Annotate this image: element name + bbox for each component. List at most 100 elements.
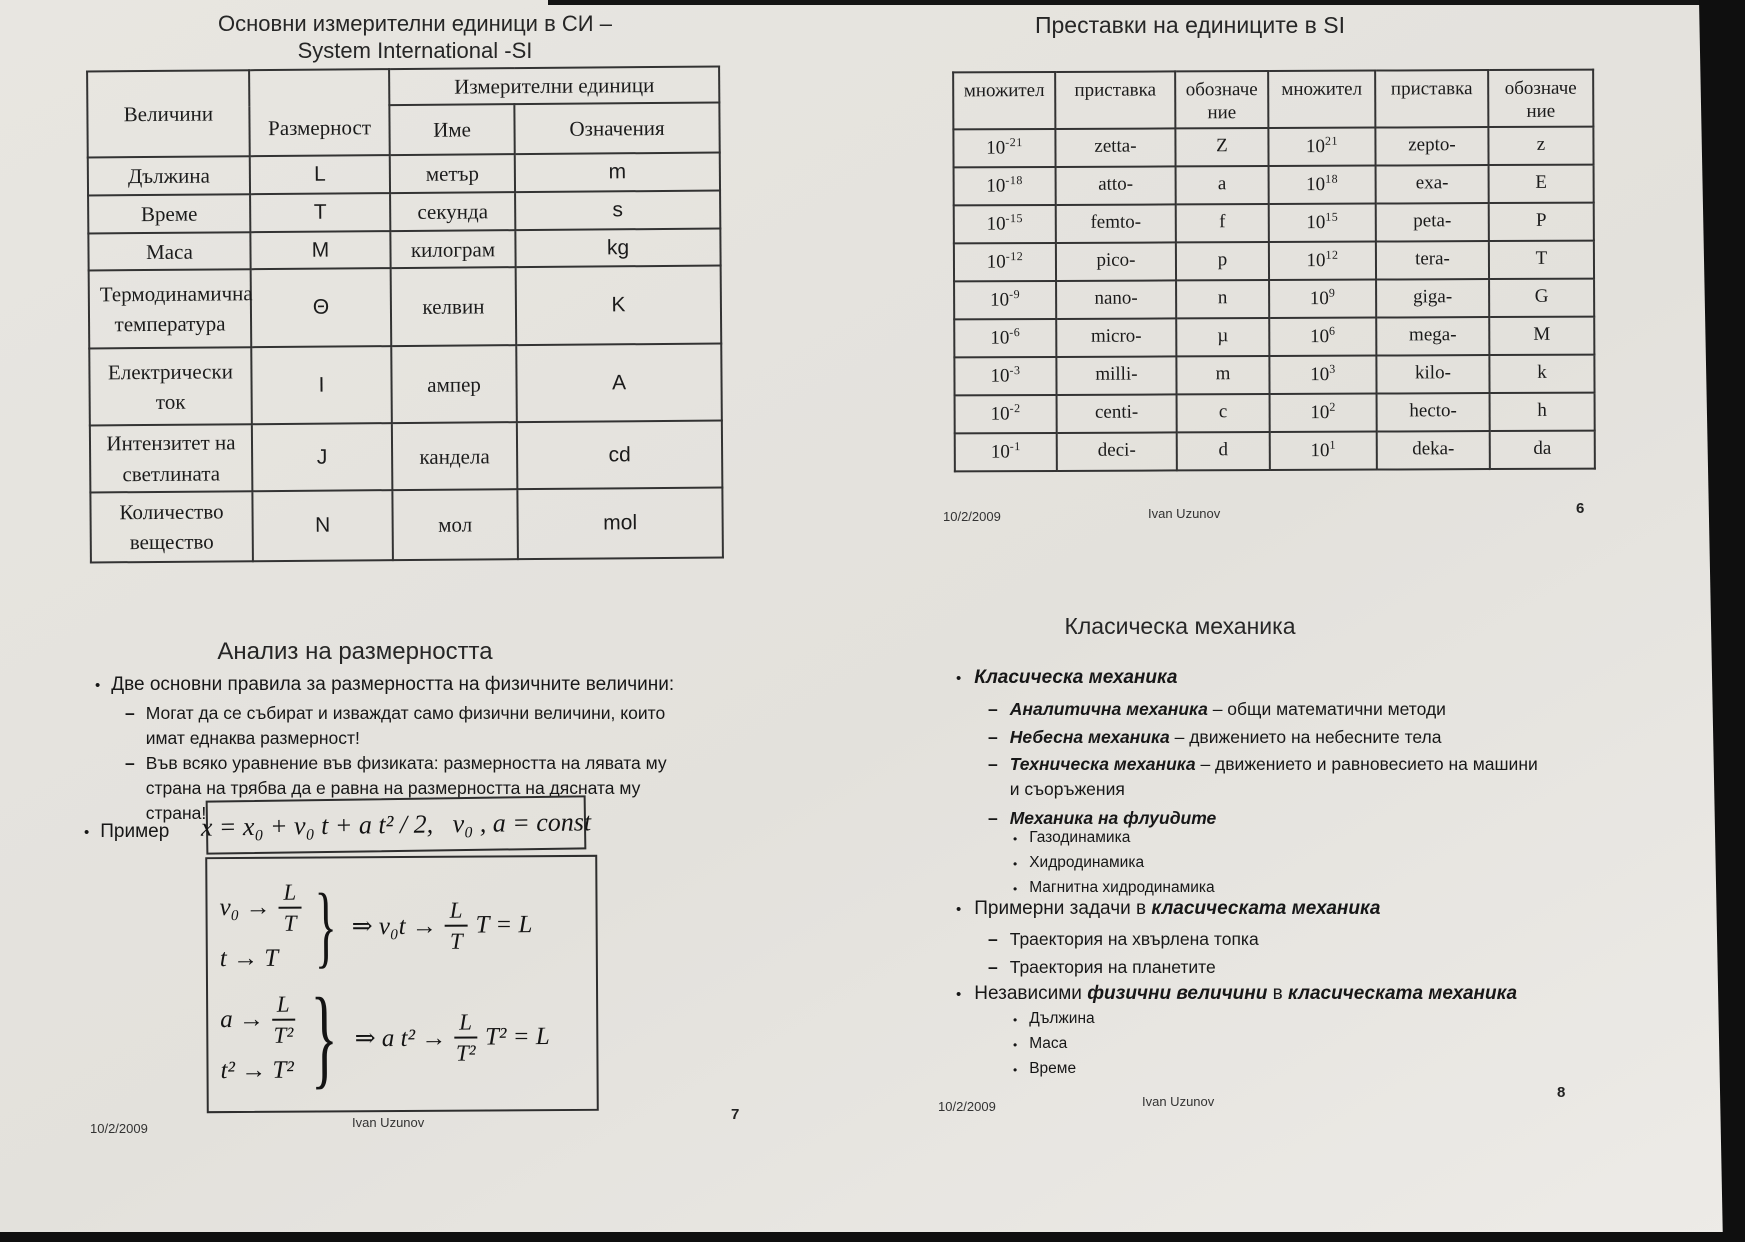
prefix-cell: milli- (1056, 356, 1177, 395)
symbol-cell: d (1176, 431, 1270, 471)
prefix-cell: deci- (1056, 432, 1177, 471)
slide-dimensional-analysis-title: Анализ на размерността (217, 638, 493, 665)
prefix-cell: hecto- (1376, 392, 1490, 432)
bullet-icon: • (1013, 1038, 1018, 1052)
formula-text: t² → T² (220, 1056, 294, 1084)
formula-text: v₀ → (219, 893, 271, 921)
table-row: 10-1 deci- d 101 deka- da (954, 430, 1595, 471)
table-row: Количество вещество N мол mol (90, 487, 723, 563)
header-quantities: Величини (87, 70, 250, 158)
header-multiplier: множител (1268, 70, 1376, 128)
exponent: -9 (1009, 287, 1021, 302)
sub-bullet-text: Във всяко уравнение във физиката: размер… (145, 753, 667, 823)
dimension-group-acceleration: a → L T² t² → T² } ⇒ a t² → L T² T² = L (220, 976, 585, 1100)
sub-bullet-rule-1: – Могат да се събират и изваждат само фи… (125, 701, 715, 751)
bullet-icon: • (1013, 832, 1018, 846)
dash-icon: – (988, 699, 998, 719)
dash-icon: – (125, 753, 135, 773)
prefix-cell: femto- (1055, 204, 1176, 243)
sub-bullet-rule-2: – Във всяко уравнение във физиката: разм… (125, 751, 715, 826)
symbol-cell: E (1488, 164, 1594, 203)
bullet-text: Пример (100, 821, 170, 842)
page-number: 6 (1576, 500, 1585, 517)
bullet-icon: • (84, 824, 90, 841)
exponent: 1 (1329, 437, 1337, 452)
multiplier-cell: 10-12 (953, 242, 1057, 281)
exponent: 21 (1324, 133, 1338, 148)
quantity-cell: Интензитет на светлината (89, 424, 253, 493)
bullet-icon: • (1013, 1063, 1018, 1077)
unit-symbol-cell: kg (515, 228, 721, 268)
quantity-cell: Време (88, 194, 251, 234)
multiplier-cell: 1018 (1268, 165, 1376, 204)
footer-date: 10/2/2009 (943, 509, 1001, 524)
prefix-cell: zepto- (1375, 126, 1489, 166)
table-row: 10-15 femto- f 1015 peta- P (953, 202, 1594, 243)
multiplier-cell: 1021 (1268, 127, 1376, 166)
unit-symbol-cell: s (515, 190, 721, 231)
table-row: Електрически ток I ампер A (89, 343, 722, 426)
prefix-cell: giga- (1376, 278, 1490, 318)
exponent: 9 (1328, 285, 1336, 300)
multiplier-cell: 10-15 (953, 204, 1056, 243)
table-row: 10-6 micro- µ 106 mega- M (954, 316, 1595, 357)
exponent: -1 (1009, 439, 1021, 454)
exponent: -3 (1009, 363, 1021, 378)
formula-dimension-check: v₀ → L T t → T } ⇒ v₀t → L T T = L (205, 854, 599, 1114)
prefix-cell: peta- (1375, 202, 1489, 242)
exponent: 12 (1325, 247, 1339, 262)
table-row: Интензитет на светлината J кандела cd (89, 420, 723, 493)
multiplier-cell: 10-18 (953, 166, 1056, 205)
prefix-cell: mega- (1376, 316, 1490, 356)
exponent: 3 (1329, 361, 1336, 376)
dimension-cell: Θ (250, 268, 392, 348)
formula-text: ⇒ a t² → (354, 1024, 447, 1053)
dash-icon: – (988, 727, 998, 747)
table-row: 10-2 centi- c 102 hecto- h (954, 392, 1595, 433)
page-number: 7 (731, 1106, 740, 1123)
footer-author: Ivan Uzunov (1148, 506, 1221, 521)
quantity-cell: Маса (88, 232, 251, 271)
header-symbol: Означения (514, 102, 720, 155)
dimension-group-velocity: v₀ → L T t → T } ⇒ v₀t → L T T = L (219, 875, 584, 977)
bullet-example: • Пример (84, 820, 244, 845)
multiplier-cell: 10-1 (954, 432, 1057, 471)
prefix-cell: pico- (1055, 242, 1177, 281)
footer-date: 10/2/2009 (938, 1099, 996, 1114)
list-item-gas-dynamics: • Газодинамика (1013, 828, 1513, 849)
dimension-cell: I (251, 346, 392, 425)
scan-edge-bottom (0, 1232, 1745, 1242)
scan-edge-top (548, 0, 1745, 5)
formula-text: t → T (219, 944, 279, 972)
formula-text: T² = L (484, 1022, 550, 1051)
footer-author: Ivan Uzunov (352, 1115, 425, 1130)
dimension-cell: L (249, 155, 391, 195)
fraction: L T (444, 897, 468, 953)
bullet-independent-quantities: • Независими физични величини в класичес… (956, 982, 1616, 1007)
symbol-cell: n (1176, 279, 1270, 319)
quantity-cell: Електрически ток (89, 347, 252, 426)
slide-si-units-title: Основни измерителни единици в СИ – Syste… (165, 10, 665, 64)
quantity-cell: Термодинамична температура (88, 269, 253, 349)
si-units-table: Величини Размерност Измерителни единици … (86, 66, 724, 564)
prefix-cell: centi- (1056, 394, 1177, 433)
list-item-length: • Дължина (1013, 1009, 1513, 1030)
unit-name-cell: ампер (391, 345, 517, 424)
exponent: -6 (1009, 325, 1021, 340)
bullet-example-tasks: • Примерни задачи в класическата механик… (956, 897, 1616, 922)
list-item-magnetohydrodynamics: • Магнитна хидродинамика (1013, 878, 1513, 899)
header-prefix: приставка (1375, 70, 1489, 128)
header-prefix: приставка (1055, 71, 1176, 129)
title-line-2: System International -SI (297, 38, 533, 63)
dash-icon: – (988, 808, 998, 828)
exponent: 2 (1329, 399, 1336, 414)
prefix-cell: tera- (1375, 240, 1490, 280)
slide-prefixes-title: Преставки на единиците в SI (1034, 12, 1345, 38)
prefix-cell: deka- (1376, 430, 1490, 470)
symbol-cell: da (1489, 430, 1595, 469)
formula-text: T = L (475, 910, 533, 939)
symbol-cell: M (1489, 316, 1595, 355)
multiplier-cell: 10-2 (954, 394, 1057, 433)
dimension-cell: N (252, 490, 393, 562)
bullet-classical-mechanics: • Класическа механика (956, 666, 1616, 691)
